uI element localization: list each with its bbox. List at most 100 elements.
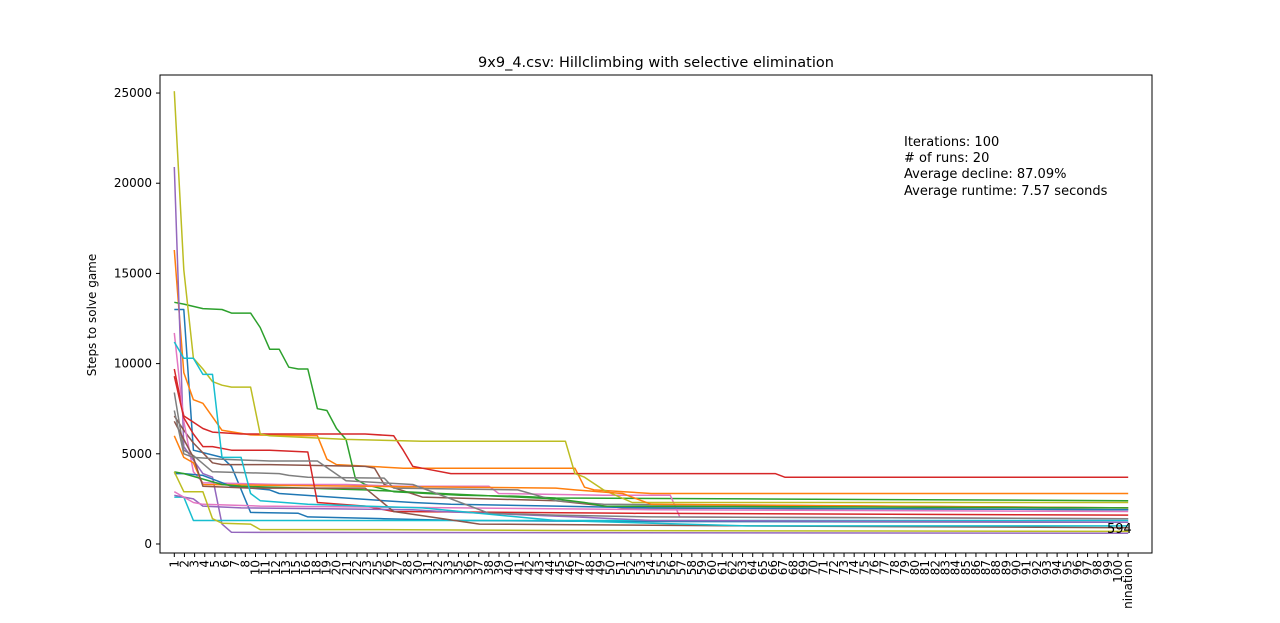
x-tick-label: 1	[167, 560, 181, 568]
x-tick-label: 65	[756, 560, 770, 575]
x-tick-label: 28	[401, 560, 415, 575]
x-tick-label: 59	[695, 560, 709, 575]
x-tick-label: 86	[969, 560, 983, 575]
x-tick-label: 43	[533, 560, 547, 575]
series-line-19	[173, 471, 1129, 533]
x-tick-label: 41	[512, 560, 526, 575]
y-tick-label: 5000	[121, 447, 152, 461]
x-tick-label: 16	[299, 560, 313, 575]
x-tick-label: 7	[228, 560, 242, 568]
x-tick-label: 23	[360, 560, 374, 575]
y-tick-label: 25000	[114, 86, 152, 100]
series-line-4	[173, 368, 1129, 478]
x-axis-ticks: 1234567810111213151618192021222325262728…	[167, 553, 1135, 609]
series-line-8	[173, 392, 1129, 509]
x-tick-label: 5	[208, 560, 222, 568]
x-tick-label: 13	[279, 560, 293, 575]
plot-frame	[159, 74, 1153, 554]
x-tick-label: 46	[563, 560, 577, 575]
x-tick-label: 98	[1091, 560, 1105, 575]
x-tick-label: 66	[766, 560, 780, 575]
x-tick-label: 10	[248, 560, 262, 575]
x-tick-label: nination	[1121, 560, 1135, 609]
x-tick-label: 11	[259, 560, 273, 575]
x-tick-label: 97	[1081, 560, 1095, 575]
x-tick-label: 48	[583, 560, 597, 575]
y-tick-label: 0	[144, 537, 152, 551]
x-tick-label: 73	[837, 560, 851, 575]
x-tick-label: 27	[391, 560, 405, 575]
x-tick-label: 42	[522, 560, 536, 575]
x-tick-label: 20	[330, 560, 344, 575]
y-tick-label: 20000	[114, 176, 152, 190]
x-tick-label: 83	[939, 560, 953, 575]
series-line-9	[173, 91, 1129, 504]
x-tick-label: 30	[411, 560, 425, 575]
info-line-decline: Average decline: 87.09%	[904, 167, 1066, 182]
x-tick-label: 26	[380, 560, 394, 575]
x-tick-label: 81	[918, 560, 932, 575]
x-tick-label: 55	[654, 560, 668, 575]
x-tick-label: 40	[502, 560, 516, 575]
y-axis-ticks: 0 5000 10000 15000 20000 25000	[114, 86, 160, 551]
x-tick-label: 82	[928, 560, 942, 575]
x-tick-label: 49	[593, 560, 607, 575]
x-tick-label: 6	[218, 560, 232, 568]
info-annotation: Iterations: 100 # of runs: 20 Average de…	[904, 135, 1108, 199]
x-tick-label: 25	[370, 560, 384, 575]
x-tick-label: 54	[644, 560, 658, 575]
x-tick-label: 71	[817, 560, 831, 575]
x-tick-label: 38	[482, 560, 496, 575]
x-tick-label: 85	[959, 560, 973, 575]
series-line-18	[173, 410, 1129, 520]
x-tick-label: 18	[309, 560, 323, 575]
x-tick-label: 84	[949, 560, 963, 575]
x-tick-label: 75	[857, 560, 871, 575]
x-tick-label: 89	[999, 560, 1013, 575]
series-line-16	[173, 420, 1129, 529]
x-tick-label: 35	[451, 560, 465, 575]
y-tick-label: 10000	[114, 357, 152, 371]
x-tick-label: 96	[1070, 560, 1084, 575]
series-line-17	[173, 491, 1129, 513]
y-tick-label: 15000	[114, 266, 152, 280]
x-tick-label: 57	[675, 560, 689, 575]
x-tick-label: 88	[989, 560, 1003, 575]
series-line-15	[174, 494, 1129, 524]
x-tick-label: 100	[1111, 560, 1125, 583]
series-line-1	[174, 308, 1129, 524]
x-tick-label: 90	[1010, 560, 1024, 575]
x-tick-label: 70	[807, 560, 821, 575]
x-tick-label: 45	[553, 560, 567, 575]
series-line-7	[173, 332, 1129, 520]
x-tick-label: 67	[776, 560, 790, 575]
x-tick-label: 8	[238, 560, 252, 568]
x-tick-label: 53	[634, 560, 648, 575]
info-line-runs: # of runs: 20	[904, 151, 989, 166]
x-tick-label: 39	[492, 560, 506, 575]
series-line-13	[174, 471, 1129, 509]
x-tick-label: 15	[289, 560, 303, 575]
x-tick-label: 60	[705, 560, 719, 575]
x-tick-label: 64	[746, 560, 760, 575]
x-tick-label: 93	[1040, 560, 1054, 575]
x-tick-label: 69	[796, 560, 810, 575]
x-tick-label: 95	[1060, 560, 1074, 575]
x-tick-label: 74	[847, 560, 861, 575]
x-tick-label: 22	[350, 560, 364, 575]
x-tick-label: 79	[898, 560, 912, 575]
x-tick-label: 91	[1020, 560, 1034, 575]
x-tick-label: 47	[573, 560, 587, 575]
info-line-iterations: Iterations: 100	[904, 135, 999, 150]
x-tick-label: 33	[441, 560, 455, 575]
series-line-3	[174, 301, 1129, 502]
series-line-14	[173, 376, 1129, 516]
x-tick-label: 56	[665, 560, 679, 575]
x-tick-label: 63	[736, 560, 750, 575]
x-tick-label: 62	[725, 560, 739, 575]
x-tick-label: 80	[908, 560, 922, 575]
series-layer	[173, 91, 1129, 535]
x-tick-label: 87	[979, 560, 993, 575]
x-tick-label: 36	[462, 560, 476, 575]
